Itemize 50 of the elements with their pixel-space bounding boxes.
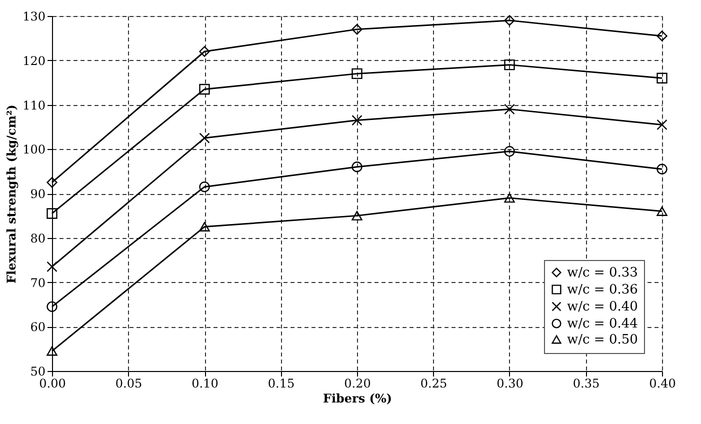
- point: [199, 46, 210, 57]
- y-tick-label: 80: [30, 231, 46, 246]
- point: [504, 59, 515, 70]
- point: [656, 164, 668, 174]
- point: [199, 84, 210, 95]
- y-tick-label: 110: [22, 98, 46, 112]
- x-axis-title: Fibers (%): [322, 392, 392, 406]
- x-tick-label: 0.00: [39, 376, 66, 390]
- point: [352, 24, 362, 35]
- point: [199, 182, 210, 192]
- legend-label: w/c = 0.33: [567, 266, 638, 280]
- point: [46, 301, 58, 312]
- y-tick-label: 60: [30, 320, 46, 334]
- point: [46, 346, 58, 356]
- legend-label: w/c = 0.44: [567, 316, 638, 332]
- point: [656, 119, 668, 130]
- x-tick-label: 0.35: [572, 376, 600, 390]
- point: [46, 261, 58, 272]
- y-tick-label: 100: [22, 142, 46, 157]
- x-tick-label: 0.40: [649, 376, 676, 390]
- point: [504, 104, 515, 115]
- point: [656, 206, 668, 216]
- legend-label: w/c = 0.36: [567, 282, 638, 298]
- point: [352, 68, 362, 80]
- point: [656, 72, 668, 84]
- point: [352, 114, 362, 126]
- y-axis-title: Flexural strength (kg/cm²): [4, 104, 19, 284]
- point: [504, 193, 515, 203]
- point: [504, 146, 515, 157]
- point: [352, 210, 362, 220]
- legend-label: w/c = 0.50: [567, 332, 638, 348]
- point: [352, 162, 362, 172]
- point: [46, 177, 58, 188]
- x-tick-label: 0.20: [344, 376, 371, 390]
- point: [504, 15, 515, 26]
- legend-label: w/c = 0.40: [567, 300, 638, 314]
- x-tick-label: 0.30: [496, 376, 524, 390]
- point: [199, 132, 210, 144]
- y-tick-label: 90: [30, 187, 46, 201]
- y-tick-label: 120: [22, 54, 46, 68]
- point: [46, 208, 58, 219]
- y-tick-label: 50: [30, 364, 46, 378]
- x-tick-label: 0.05: [115, 376, 142, 390]
- x-tick-label: 0.15: [268, 376, 295, 390]
- point: [656, 30, 668, 42]
- point: [199, 222, 210, 232]
- y-tick-label: 130: [22, 10, 46, 24]
- x-tick-label: 0.10: [192, 376, 218, 390]
- y-tick-label: 70: [30, 276, 46, 290]
- x-tick-label: 0.25: [420, 376, 448, 390]
